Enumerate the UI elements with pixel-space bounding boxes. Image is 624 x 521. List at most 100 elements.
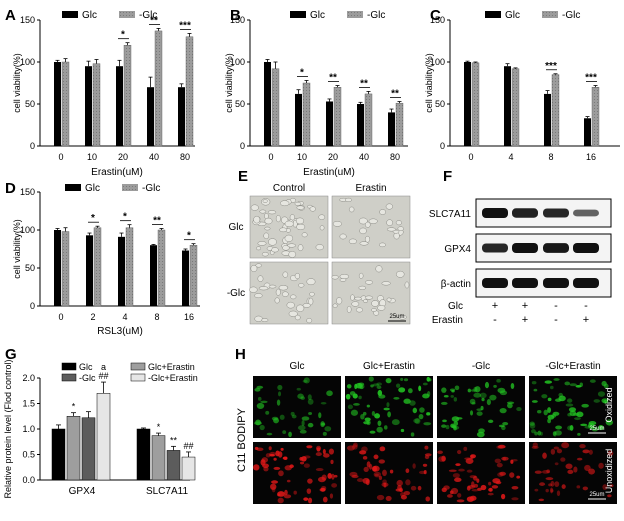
fluorescence-cell — [486, 399, 491, 406]
micrograph-cell — [363, 299, 368, 303]
micrograph-cell — [274, 297, 280, 304]
fluorescence-cell — [303, 463, 310, 468]
fluorescence-cell — [307, 398, 314, 405]
fluorescence-cell — [293, 490, 297, 495]
fluorescence-cell — [499, 471, 506, 476]
fluorescence-cell — [452, 473, 460, 478]
fluorescence-cell — [488, 481, 492, 486]
legend-swatch-G — [61, 362, 77, 371]
fluorescence-cell — [539, 482, 546, 486]
blot-band — [482, 243, 508, 253]
fluorescence-cell — [355, 382, 363, 389]
fluorescence-cell — [494, 458, 501, 464]
bar-B-glc — [264, 62, 271, 146]
bar-C-minus-glc — [551, 74, 560, 147]
bar-B-glc — [295, 93, 302, 146]
fluorescence-row-label: Unoxidized — [604, 449, 614, 494]
micrograph-cell — [345, 197, 352, 202]
micrograph-cell — [282, 271, 289, 278]
significance-mark-G: ** — [170, 435, 178, 445]
bar-C-glc — [464, 62, 471, 146]
fluorescence-cell — [254, 421, 262, 426]
fluorescence-cell — [603, 399, 608, 404]
fluorescence-cell — [488, 487, 493, 492]
fluorescence-cell — [278, 391, 282, 397]
fluorescence-cell — [289, 464, 294, 469]
fluorescence-column-label: Glc — [290, 361, 305, 372]
micrograph-cell — [284, 220, 294, 228]
fluorescence-cell — [324, 426, 332, 432]
condition-label: Glc — [448, 301, 463, 312]
fluorescence-cell — [469, 410, 474, 416]
legend-swatch-minus-glc-A — [119, 11, 135, 18]
micrograph-cell — [315, 244, 324, 251]
fluorescence-cell — [598, 462, 604, 469]
fluorescence-cell — [427, 391, 431, 397]
fluorescence-cell — [510, 459, 514, 464]
significance-mark-G: * — [72, 402, 76, 412]
fluorescence-cell — [307, 497, 313, 504]
x-axis-label-A: Erastin(uM) — [91, 167, 143, 178]
fluorescence-cell — [424, 455, 430, 460]
fluorescence-cell — [383, 425, 388, 430]
y-tick-label-A: 0 — [30, 141, 35, 151]
fluorescence-cell — [365, 479, 370, 486]
micrograph-cell — [306, 278, 316, 286]
micrograph-cell — [290, 294, 297, 300]
fluorescence-cell — [270, 483, 277, 490]
fluorescence-cell — [403, 378, 409, 382]
fluorescence-cell — [413, 418, 420, 424]
fluorescence-cell — [360, 413, 365, 420]
y-tick-label-B: 150 — [230, 15, 245, 25]
fluorescence-cell — [487, 492, 494, 496]
legend-label-glc-A: Glc — [82, 10, 97, 21]
fluorescence-cell — [477, 487, 483, 491]
fluorescence-cell — [441, 455, 446, 462]
legend-label-G: Glc — [79, 362, 93, 372]
fluorescence-cell — [470, 389, 476, 392]
fluorescence-cell — [474, 386, 481, 393]
y-tick-label-B: 100 — [230, 57, 245, 67]
fluorescence-cell — [558, 392, 563, 398]
fluorescence-cell — [315, 468, 324, 472]
micrograph-cell — [295, 217, 305, 225]
fluorescence-cell — [493, 384, 497, 388]
fluorescence-column-label: -Glc+Erastin — [545, 361, 600, 372]
fluorescence-cell — [495, 480, 502, 485]
legend-swatch-minus-glc-D — [122, 184, 138, 191]
significance-mark-G: ## — [183, 441, 193, 451]
micrograph-column-label: Erastin — [355, 183, 386, 194]
fluorescence-cell — [349, 391, 356, 396]
fluorescence-cell — [301, 456, 307, 462]
x-tick-label-G: SLC7A11 — [146, 486, 189, 497]
micrograph-row-label: -Glc — [227, 288, 245, 299]
bar-A-glc — [147, 87, 154, 146]
bar-B-minus-glc — [271, 68, 280, 147]
bar-D-minus-glc — [93, 227, 102, 307]
fluorescence-cell — [463, 446, 468, 452]
blot-band — [573, 278, 599, 288]
x-tick-label-B: 80 — [390, 152, 400, 162]
fluorescence-cell — [565, 463, 573, 470]
fluorescence-cell — [484, 381, 490, 389]
fluorescence-cell — [529, 421, 535, 426]
blot-band — [573, 243, 599, 253]
y-axis-label-G: Relative protein level (Flod control) — [3, 359, 13, 498]
fluorescence-cell — [496, 462, 503, 468]
fluorescence-cell — [605, 419, 613, 426]
fluorescence-cell — [609, 484, 614, 488]
condition-mark: + — [583, 314, 589, 326]
fluorescence-cell — [277, 497, 284, 504]
fluorescence-cell — [374, 473, 379, 477]
micrograph-cell — [396, 270, 405, 278]
fluorescence-cell — [382, 469, 387, 477]
bar-G — [66, 416, 81, 481]
legend-label-minus-glc-B: -Glc — [367, 10, 385, 21]
significance-mark-B: ** — [360, 78, 368, 89]
micrograph-cell — [365, 280, 373, 285]
fluorescence-cell — [259, 424, 265, 431]
fluorescence-cell — [550, 448, 556, 455]
bar-C-glc — [544, 93, 551, 146]
micrograph-cell — [249, 286, 258, 293]
